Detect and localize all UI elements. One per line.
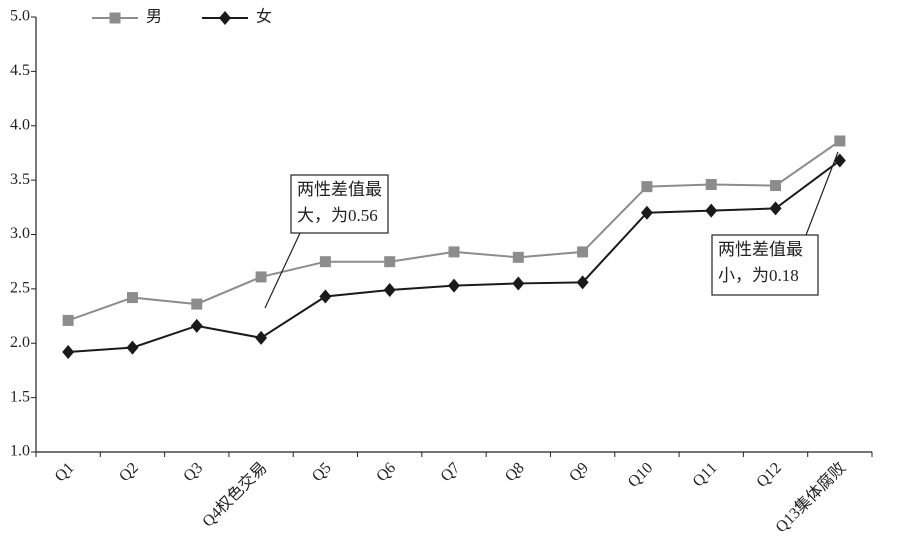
marker [769, 201, 782, 216]
marker [512, 251, 524, 263]
marker [448, 278, 460, 293]
marker [126, 340, 139, 355]
marker [383, 282, 396, 297]
annotation-text: 两性差值最 [718, 240, 803, 259]
x-tick-label: Q9 [566, 459, 592, 485]
marker [191, 298, 203, 310]
annotation-text: 大，为0.56 [297, 206, 378, 225]
marker [219, 11, 231, 25]
x-tick-label: Q1 [52, 459, 78, 485]
marker [319, 289, 332, 304]
x-tick-label: Q8 [502, 459, 528, 485]
x-tick-label: Q2 [116, 459, 142, 485]
marker [640, 205, 653, 220]
y-tick-label: 1.5 [10, 388, 30, 405]
marker [126, 292, 138, 304]
annotation-pointer [264, 232, 301, 309]
y-tick-label: 4.5 [10, 62, 30, 79]
x-tick-label: Q12 [753, 459, 785, 491]
marker [62, 314, 74, 326]
marker [109, 12, 121, 24]
y-tick-label: 2.5 [10, 280, 30, 297]
marker [448, 246, 460, 258]
x-tick-label: Q4权色交易 [199, 459, 271, 531]
y-tick-label: 2.0 [10, 334, 30, 351]
x-tick-label: Q7 [438, 459, 464, 485]
x-tick-label: Q6 [373, 459, 399, 485]
marker [384, 256, 396, 268]
marker [577, 246, 589, 258]
y-tick-label: 4.0 [10, 116, 30, 133]
marker [62, 344, 75, 359]
marker [255, 330, 268, 345]
annotation-pointer [805, 151, 839, 236]
marker [576, 275, 589, 290]
marker [770, 180, 782, 192]
y-tick-label: 3.0 [10, 225, 30, 242]
marker [512, 276, 525, 291]
marker [705, 203, 718, 218]
marker [319, 256, 331, 268]
marker [255, 271, 267, 283]
x-tick-label: Q11 [690, 459, 721, 490]
marker [705, 178, 717, 190]
y-tick-label: 1.0 [10, 443, 30, 460]
x-tick-label: Q10 [625, 459, 657, 491]
marker [833, 153, 846, 168]
y-tick-label: 3.5 [10, 171, 30, 188]
legend-label: 男 [146, 9, 162, 26]
y-tick-label: 5.0 [10, 8, 30, 25]
marker [190, 318, 203, 333]
annotation-box [290, 174, 389, 234]
annotation-text: 小，为0.18 [718, 266, 799, 285]
x-tick-label: Q3 [180, 459, 206, 485]
annotation-text: 两性差值最 [297, 180, 382, 199]
marker [641, 181, 653, 193]
x-tick-label: Q5 [309, 459, 335, 485]
marker [834, 135, 846, 147]
legend-label: 女 [256, 7, 272, 26]
annotation-box [711, 234, 819, 296]
